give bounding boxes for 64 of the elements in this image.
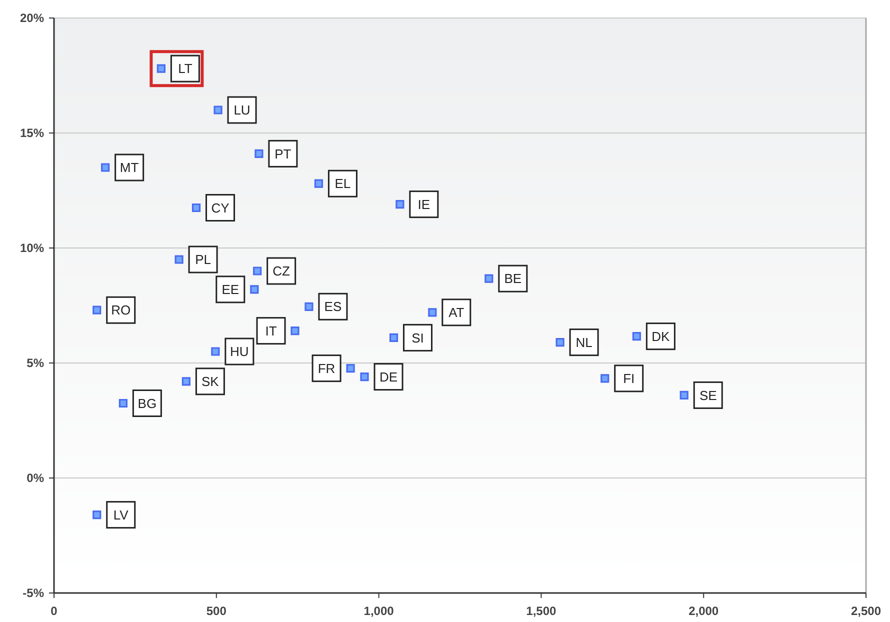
point — [360, 372, 369, 382]
point — [632, 332, 641, 341]
data-label: DE — [379, 369, 398, 384]
x-tick-label: 0 — [50, 604, 58, 618]
x-tick-label: 1,000 — [364, 604, 394, 618]
data-label: FI — [623, 370, 635, 386]
point — [680, 390, 688, 400]
data-label: BG — [138, 396, 157, 411]
point — [92, 510, 102, 520]
data-label: HU — [230, 344, 249, 360]
x-tick-label: 1,500 — [526, 604, 557, 618]
point — [118, 398, 128, 408]
data-label: MT — [120, 160, 139, 176]
point — [484, 274, 494, 283]
x-tick-label: 2,000 — [688, 604, 719, 618]
x-tick-label: 500 — [206, 604, 227, 618]
point — [101, 163, 110, 172]
data-label: ES — [324, 299, 342, 314]
data-label: EE — [222, 282, 240, 297]
x-tick-label: 2,500 — [850, 604, 882, 618]
point — [211, 347, 220, 356]
data-label: RO — [111, 302, 131, 318]
point — [389, 333, 398, 342]
point — [556, 338, 564, 347]
point — [290, 326, 300, 336]
point — [253, 266, 262, 276]
y-tick-label: 5% — [26, 356, 44, 370]
data-label: IT — [265, 323, 277, 338]
y-tick-label: 15% — [20, 126, 44, 140]
point — [174, 255, 184, 264]
point — [396, 200, 404, 209]
data-label: CY — [211, 200, 230, 216]
data-label: IE — [418, 196, 430, 212]
y-tick-label: -5% — [22, 586, 44, 600]
data-label: PT — [274, 146, 292, 162]
data-label: BE — [504, 271, 522, 286]
data-label: LT — [178, 61, 192, 76]
point — [600, 374, 610, 383]
data-label: DK — [652, 328, 670, 344]
data-label: SE — [699, 388, 718, 403]
y-tick-label: 10% — [20, 241, 44, 256]
y-tick-label: 0% — [26, 471, 44, 486]
point — [346, 364, 355, 373]
data-label: CZ — [272, 264, 290, 279]
data-label: LV — [113, 507, 129, 522]
point — [304, 302, 314, 311]
point — [254, 149, 264, 158]
data-label: PL — [195, 252, 211, 268]
point — [92, 306, 102, 314]
point — [214, 106, 222, 114]
data-label: FR — [318, 360, 336, 376]
point — [182, 377, 190, 386]
point — [314, 179, 324, 188]
data-label: SI — [412, 330, 424, 346]
point — [156, 64, 166, 73]
data-label: NL — [576, 334, 592, 350]
y-tick-label: 20% — [20, 11, 44, 26]
point — [428, 308, 437, 317]
point — [192, 203, 201, 212]
data-label: LU — [234, 102, 250, 118]
data-label: AT — [448, 304, 464, 320]
data-label: SK — [202, 374, 220, 389]
point — [250, 285, 259, 294]
data-label: EL — [334, 176, 351, 192]
